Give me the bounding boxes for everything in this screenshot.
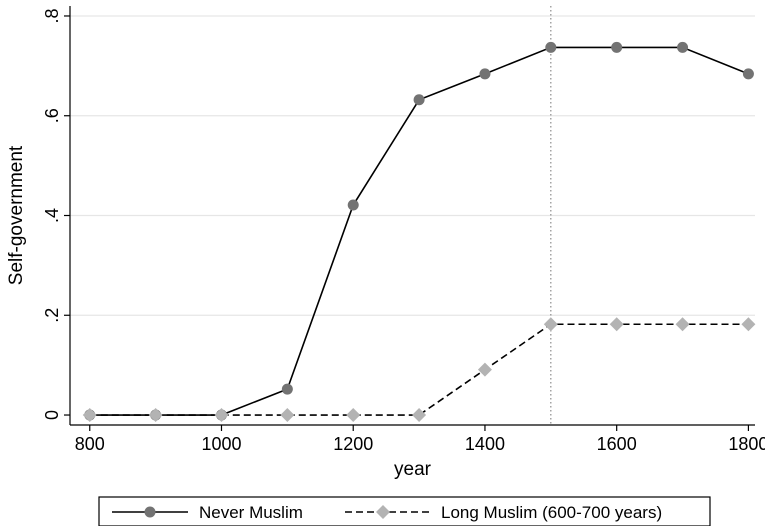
y-tick-label: .6 <box>42 108 62 123</box>
series-line-2 <box>89 323 749 416</box>
data-point-series-2 <box>214 408 229 423</box>
data-point-series-2 <box>280 408 295 423</box>
x-tick-label: 1800 <box>728 434 765 454</box>
data-point-series-1 <box>479 68 491 80</box>
legend-key-marker-1 <box>144 506 156 518</box>
data-point-series-1 <box>347 199 359 211</box>
data-point-series-1 <box>742 68 754 80</box>
y-tick-label: 0 <box>42 410 62 420</box>
x-tick-label: 1000 <box>201 434 241 454</box>
x-tick-label: 1400 <box>465 434 505 454</box>
data-point-series-1 <box>545 41 557 53</box>
data-point-series-2 <box>346 408 361 423</box>
series-group <box>82 41 756 423</box>
legend-label-2: Long Muslim (600-700 years) <box>441 503 662 522</box>
data-point-series-2 <box>543 317 558 332</box>
data-point-series-2 <box>82 408 97 423</box>
y-tick-label: .4 <box>42 208 62 223</box>
x-tick-label: 800 <box>75 434 105 454</box>
data-point-series-1 <box>611 41 623 53</box>
data-point-series-2 <box>412 408 427 423</box>
data-point-series-2 <box>477 362 492 377</box>
data-point-series-1 <box>677 41 689 53</box>
x-axis-title: year <box>394 459 432 480</box>
legend: Never Muslim Long Muslim (600-700 years) <box>98 496 711 526</box>
data-point-series-2 <box>148 408 163 423</box>
data-point-series-2 <box>609 317 624 332</box>
data-point-series-1 <box>413 94 425 106</box>
data-point-series-2 <box>741 317 756 332</box>
legend-label-1: Never Muslim <box>199 503 303 522</box>
x-tick-label: 1600 <box>597 434 637 454</box>
y-axis-ticks: 0 .2 .4 .6 .8 <box>42 8 70 420</box>
y-tick-label: .8 <box>42 8 62 23</box>
legend-key-marker-2 <box>376 505 390 519</box>
y-tick-label: .2 <box>42 308 62 323</box>
gridlines <box>70 15 755 316</box>
x-tick-label: 1200 <box>333 434 373 454</box>
x-axis-ticks: 800 1000 1200 1400 1600 1800 <box>75 425 765 454</box>
data-point-series-2 <box>675 317 690 332</box>
y-axis-title: Self-government <box>6 145 27 285</box>
data-point-series-1 <box>281 383 293 395</box>
